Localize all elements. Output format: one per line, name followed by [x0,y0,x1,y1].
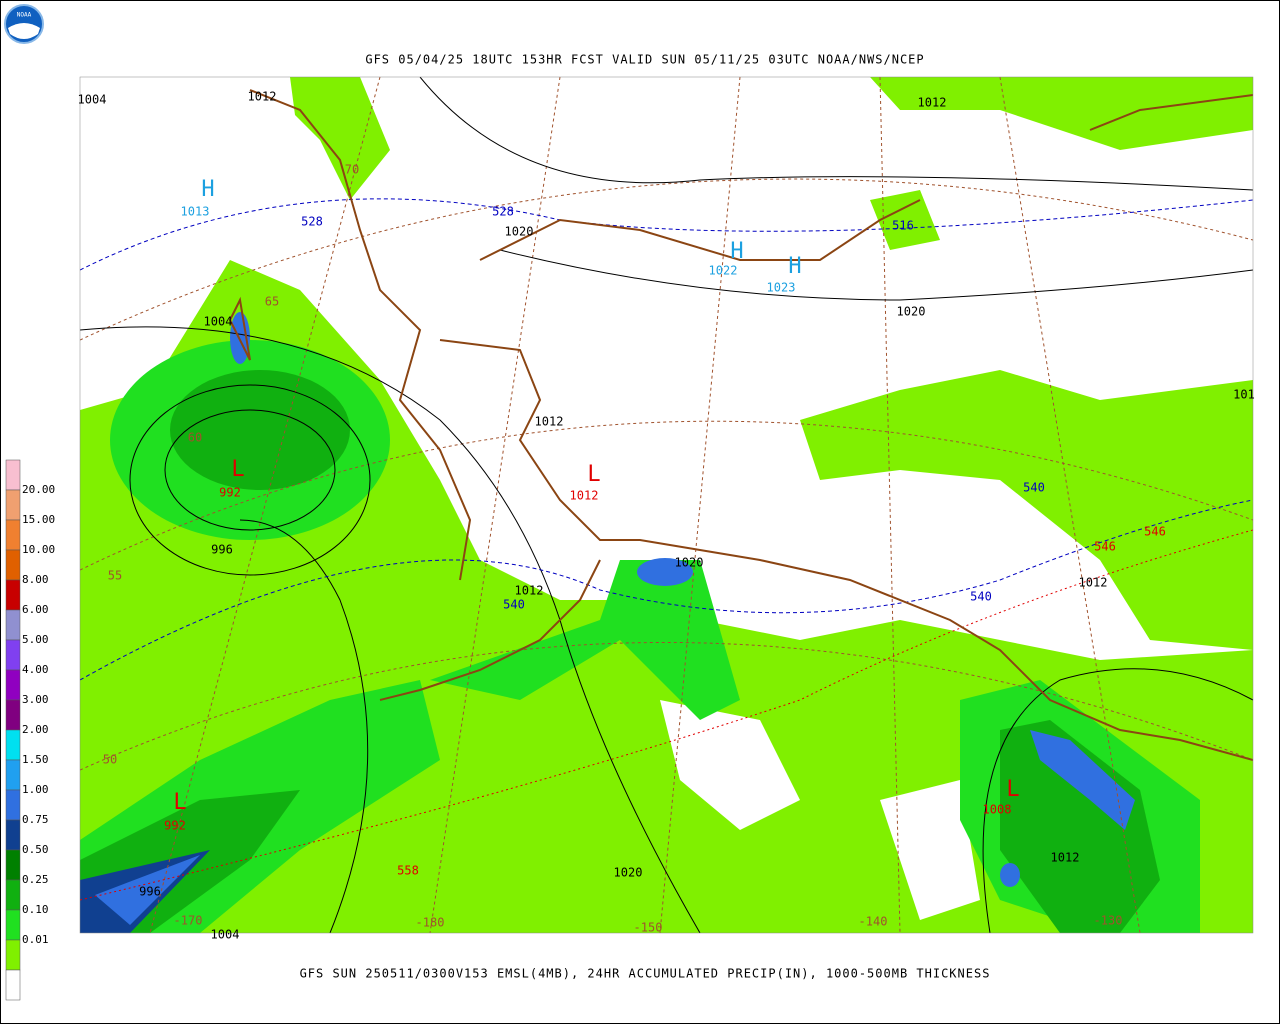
map-title: GFS 05/04/25 18UTC 153HR FCST VALID SUN … [365,53,924,67]
contour-label: -170 [174,914,203,928]
precip-legend: 20.00 15.00 10.00 8.00 6.00 5.00 4.00 3.00 2.00 1… [5,459,55,1001]
legend-label: 0.10 [22,903,49,916]
contour-label: 1012 [535,415,564,429]
contour-label: -180 [416,916,445,930]
contour-label: 1004 [211,928,240,942]
legend-swatch [5,939,21,971]
legend-swatch [5,759,21,791]
contour-label: 65 [265,295,279,309]
contour-label: 1008 [983,803,1012,817]
contour-label: 558 [397,864,419,878]
legend-swatch [5,849,21,881]
contour-label: -150 [634,921,663,935]
pressure-center: L [587,462,600,487]
contour-label: 1012 [570,489,599,503]
legend-label: 2.00 [22,723,49,736]
contour-label: 1004 [204,315,233,329]
legend-swatch [5,639,21,671]
contour-label: 992 [219,486,241,500]
legend-label: 0.50 [22,843,49,856]
legend-label: 4.00 [22,663,49,676]
legend-label: 1.50 [22,753,49,766]
contour-label: 1013 [181,205,210,219]
contour-label: 1012 [1079,576,1108,590]
pressure-center: L [1006,777,1019,802]
legend-swatch [5,969,21,1001]
contour-label: 996 [211,543,233,557]
pressure-center: H [201,177,214,202]
contour-label: 1020 [675,556,704,570]
contour-label: 540 [503,598,525,612]
pressure-center: H [730,239,743,264]
legend-label: 3.00 [22,693,49,706]
contour-label: 70 [345,163,359,177]
legend-label: 1.00 [22,783,49,796]
contour-label: 101 [1233,388,1255,402]
legend-swatch [5,579,21,611]
legend-swatch [5,549,21,581]
contour-label: 55 [108,569,122,583]
legend-label: 10.00 [22,543,55,556]
contour-label: -130 [1094,914,1123,928]
pressure-center: L [231,457,244,482]
noaa-logo: NOAA [4,4,44,44]
legend-label: 5.00 [22,633,49,646]
legend-label: 20.00 [22,483,55,496]
contour-label: 1020 [897,305,926,319]
contour-label: 546 [1144,525,1166,539]
map-area [80,77,1253,933]
contour-label: 1022 [709,264,738,278]
legend-label: 0.25 [22,873,49,886]
map-border [79,76,1254,934]
contour-label: 1012 [248,90,277,104]
pressure-center: L [173,790,186,815]
legend-label: 0.75 [22,813,49,826]
map-caption: GFS SUN 250511/0300V153 EMSL(4MB), 24HR … [300,967,991,981]
contour-label: 528 [492,205,514,219]
contour-label: 60 [188,431,202,445]
contour-label: 1020 [505,225,534,239]
legend-swatch [5,459,21,491]
contour-label: 540 [1023,481,1045,495]
contour-label: 1012 [1051,851,1080,865]
contour-label: 1023 [767,281,796,295]
logo-text: NOAA [17,12,32,19]
legend-swatch [5,789,21,821]
contour-label: 540 [970,590,992,604]
legend-swatch [5,729,21,761]
contour-label: 528 [301,215,323,229]
contour-label: 992 [164,819,186,833]
contour-label: 1012 [515,584,544,598]
legend-swatch [5,669,21,701]
contour-label: 996 [139,885,161,899]
contour-label: 1012 [918,96,947,110]
legend-label: 8.00 [22,573,49,586]
legend-swatch [5,879,21,911]
contour-label: 516 [892,219,914,233]
legend-swatch [5,489,21,521]
legend-label: 15.00 [22,513,55,526]
legend-label: 0.01 [22,933,49,946]
contour-label: -140 [859,915,888,929]
contour-label: 1020 [614,866,643,880]
legend-swatch [5,609,21,641]
pressure-center: H [788,254,801,279]
contour-label: 1004 [78,93,107,107]
legend-swatch [5,819,21,851]
legend-swatch [5,699,21,731]
legend-label: 6.00 [22,603,49,616]
contour-label: 50 [103,753,117,767]
legend-swatch [5,909,21,941]
contour-label: 546 [1094,540,1116,554]
legend-swatch [5,519,21,551]
